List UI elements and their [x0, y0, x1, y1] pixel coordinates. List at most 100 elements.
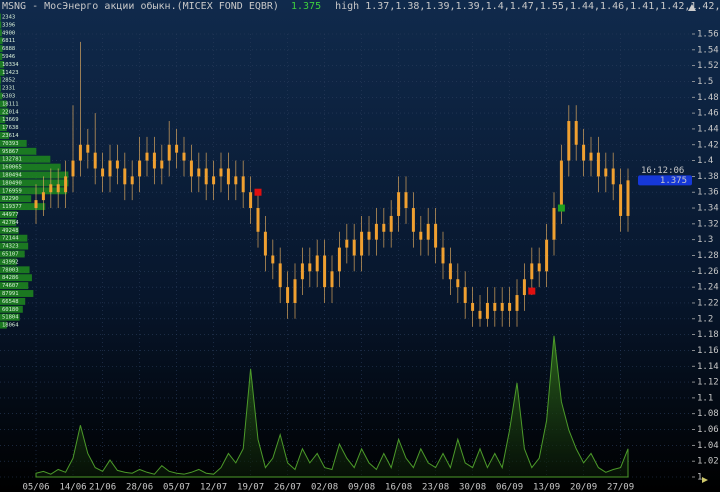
high-value: 1.37,1.38,1.39,1.39,1.4,1.47,1.55,1.44,1… — [365, 1, 720, 12]
candle-body — [582, 144, 586, 161]
x-tick-label: 28/06 — [126, 483, 153, 492]
y-tick-label: 1.2 — [697, 314, 713, 324]
volume-profile-bar — [0, 211, 18, 218]
volume-profile-label: 6888 — [2, 46, 15, 52]
volume-profile-label: 22014 — [2, 109, 19, 115]
y-tick-label: 1.5 — [697, 77, 713, 87]
candle-body — [286, 287, 290, 303]
header: MSNG - МосЭнерго акции обыкн.(MICEX FOND… — [2, 0, 720, 12]
candle-body — [300, 263, 304, 280]
y-tick-label: 1.1 — [697, 393, 713, 403]
y-tick-label: 1.48 — [697, 93, 719, 103]
volume-profile-bar — [0, 258, 17, 266]
candle-body — [49, 184, 53, 193]
candle-body — [71, 160, 75, 177]
x-tick-label: 23/08 — [422, 483, 449, 492]
volume-profile-label: 6811 — [2, 38, 15, 44]
y-tick-label: 1.42 — [697, 140, 719, 150]
volume-profile-bar — [0, 234, 28, 242]
volume-profile-bar — [0, 108, 9, 116]
volume-profile-bar — [0, 163, 61, 171]
candle-body — [441, 247, 445, 264]
volume-profile-label: 43992 — [2, 259, 19, 265]
y-tick-label: 1.02 — [697, 457, 719, 467]
scroll-up-icon[interactable] — [688, 4, 696, 11]
volume-profile-bar — [0, 132, 9, 139]
volume-profile-bar — [0, 242, 29, 250]
last-time: 16:12:06 — [641, 166, 684, 176]
volume-profile-bar — [0, 305, 23, 313]
volume-profile-bar — [0, 226, 19, 234]
candle-body — [130, 176, 134, 185]
volume-profile-label: 10334 — [2, 62, 19, 68]
candle-body — [138, 160, 142, 177]
volume-profile-bar — [0, 124, 7, 132]
volume-area — [35, 335, 629, 478]
title: MSNG - МосЭнерго акции обыкн.(MICEX FOND… — [2, 0, 279, 12]
candle-body — [589, 152, 593, 161]
volume-profile-bar — [0, 282, 29, 290]
candle-body — [160, 160, 164, 169]
y-tick-label: 1.56 — [697, 30, 719, 40]
candle-body — [108, 160, 112, 177]
volume-profile-label: 18064 — [2, 323, 19, 329]
signal-marker — [254, 188, 262, 196]
candle-body — [382, 223, 386, 232]
volume-profile-label: 95867 — [2, 149, 19, 155]
x-tick-label: 27/09 — [607, 483, 634, 492]
candle-body — [626, 180, 630, 216]
volume-profile-label: 74323 — [2, 244, 19, 250]
y-tick-label: 1.06 — [697, 425, 719, 435]
scroll-right-icon[interactable] — [702, 477, 708, 483]
signal-marker — [528, 287, 536, 295]
x-tick-label: 02/08 — [311, 483, 338, 492]
candle-body — [522, 279, 526, 296]
y-tick-label: 1.16 — [697, 346, 719, 356]
volume-profile-label: 17638 — [2, 125, 19, 131]
volume-profile-label: 3396 — [2, 22, 15, 28]
volume-profile-label: 66548 — [2, 299, 19, 305]
y-tick-label: 1.34 — [697, 204, 719, 214]
volume-profile-label: 42784 — [2, 220, 19, 226]
x-tick-label: 21/06 — [89, 483, 116, 492]
candle-body — [101, 168, 105, 177]
x-tick-label: 09/08 — [348, 483, 375, 492]
volume-profile-label: 65107 — [2, 252, 19, 258]
volume-profile-label: 119377 — [2, 204, 22, 210]
candle-body — [360, 231, 364, 256]
candle-body — [167, 144, 171, 161]
y-tick-label: 1.18 — [697, 330, 719, 340]
volume-profile-bar — [0, 13, 1, 21]
candle-body — [123, 168, 127, 185]
volume-profile-bar — [0, 100, 7, 108]
volume-profile-bar — [0, 266, 30, 274]
volume-profile-label: 160065 — [2, 165, 22, 171]
x-tick-label: 13/09 — [533, 483, 560, 492]
candle-body — [493, 302, 497, 311]
volume-profile-label: 2852 — [2, 78, 15, 84]
volume-profile-bar — [0, 218, 17, 226]
candle-body — [411, 208, 415, 232]
volume-profile-label: 5946 — [2, 54, 15, 60]
candle-body — [212, 176, 216, 185]
volume-profile-label: 51804 — [2, 315, 19, 321]
volume-profile-label: 2331 — [2, 86, 15, 92]
y-tick-label: 1.3 — [697, 235, 713, 245]
candle-body — [619, 184, 623, 216]
candle-body — [64, 176, 68, 193]
candle-body — [419, 231, 423, 240]
last-price: 1.375 — [291, 1, 321, 12]
y-tick-label: 1.22 — [697, 298, 719, 308]
candle-body — [182, 152, 186, 161]
candle-body — [559, 160, 563, 209]
volume-profile-label: 44977 — [2, 212, 19, 218]
volume-profile-bar — [0, 68, 5, 76]
volume-profile-label: 180490 — [2, 180, 22, 186]
candle-body — [249, 192, 253, 209]
candle-body — [271, 255, 275, 264]
candle-body — [175, 144, 179, 153]
candle-body — [530, 263, 534, 280]
candle-body — [337, 247, 341, 272]
candle-body — [574, 121, 578, 145]
